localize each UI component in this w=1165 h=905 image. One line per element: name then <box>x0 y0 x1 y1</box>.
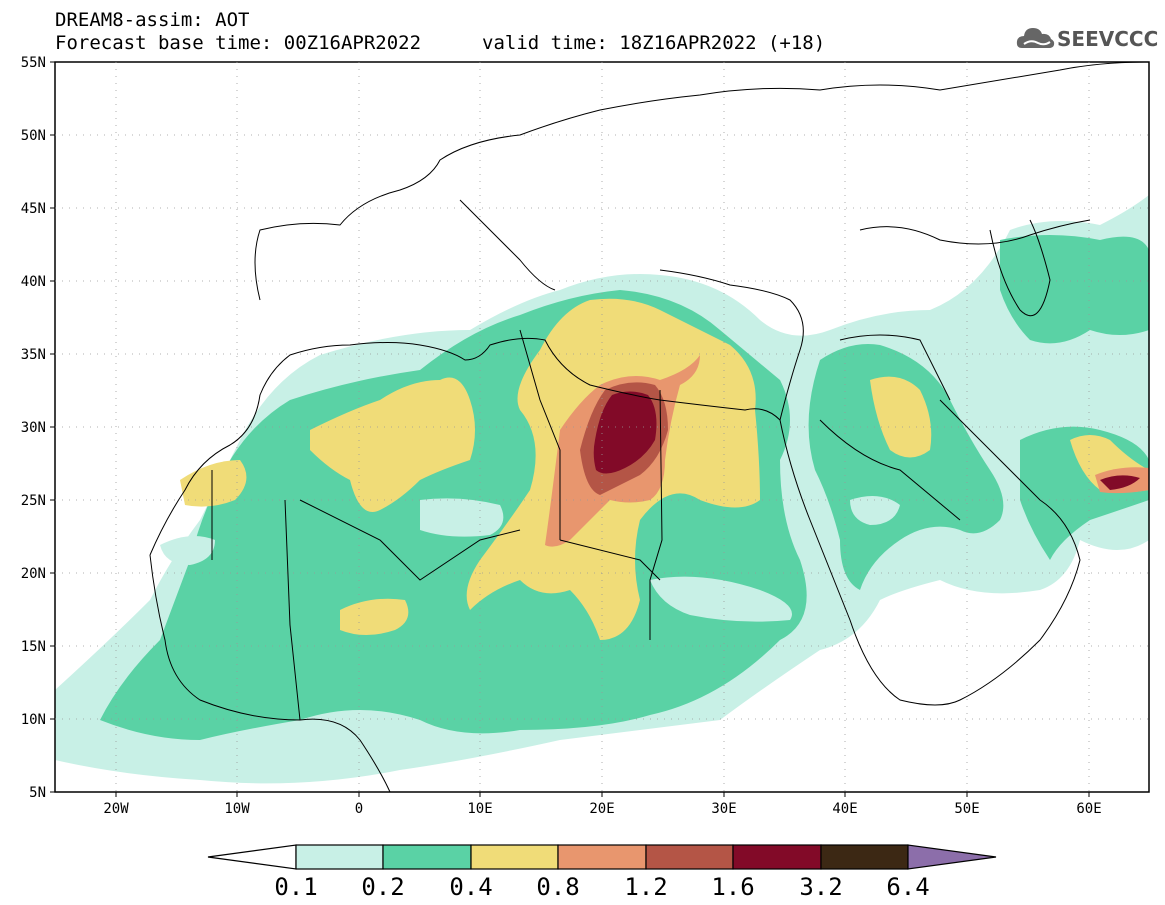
lat-label: 20N <box>21 566 46 582</box>
axis-ticks <box>50 61 1090 797</box>
lat-label: 5N <box>29 785 46 801</box>
lon-labels: 20W 10W 0 10E 20E 30E 40E 50E 60E <box>103 801 1101 817</box>
colorbar-label: 3.2 <box>799 873 842 901</box>
colorbar-labels: 0.1 0.2 0.4 0.8 1.2 1.6 3.2 6.4 <box>274 873 929 901</box>
colorbar-swatch <box>820 844 909 870</box>
seevccc-logo <box>1016 24 1156 54</box>
colorbar-swatch <box>645 844 734 870</box>
lon-label: 20E <box>589 801 614 817</box>
colorbar-label: 0.1 <box>274 873 317 901</box>
colorbar-label: 0.8 <box>536 873 579 901</box>
lat-label: 35N <box>21 347 46 363</box>
coastlines <box>149 62 1149 792</box>
colorbar-arrow-right <box>907 844 997 870</box>
title-product: DREAM8-assim: AOT <box>55 9 250 31</box>
lon-label: 10E <box>467 801 492 817</box>
lat-label: 10N <box>21 712 46 728</box>
colorbar-swatch <box>557 844 647 870</box>
lat-label: 45N <box>21 201 46 217</box>
lon-label: 30E <box>711 801 736 817</box>
colorbar-label: 1.2 <box>624 873 667 901</box>
lon-label: 50E <box>954 801 979 817</box>
lon-label: 20W <box>103 801 129 817</box>
lat-label: 50N <box>21 128 46 144</box>
title-base-time: Forecast base time: 00Z16APR2022 <box>55 32 422 54</box>
lat-labels: 55N 50N 45N 40N 35N 30N 25N 20N 15N 10N … <box>21 55 46 801</box>
colorbar-swatch <box>732 844 822 870</box>
title-valid-time: valid time: 18Z16APR2022 (+18) <box>482 32 826 54</box>
lat-label: 30N <box>21 420 46 436</box>
colorbar-label: 0.2 <box>361 873 404 901</box>
lat-label: 40N <box>21 274 46 290</box>
colorbar-swatch <box>470 844 559 870</box>
colorbar <box>207 844 997 870</box>
lon-label: 60E <box>1076 801 1101 817</box>
lon-label: 10W <box>224 801 250 817</box>
colorbar-arrow-left <box>207 844 297 870</box>
lat-label: 55N <box>21 55 46 71</box>
aot-field <box>55 195 1149 784</box>
colorbar-label: 0.4 <box>449 873 492 901</box>
lat-label: 15N <box>21 639 46 655</box>
colorbar-swatch <box>382 844 472 870</box>
lon-label: 40E <box>832 801 857 817</box>
colorbar-label: 6.4 <box>886 873 929 901</box>
colorbar-label: 1.6 <box>711 873 754 901</box>
lon-label: 0 <box>355 801 363 817</box>
colorbar-swatch <box>295 844 384 870</box>
lat-label: 25N <box>21 493 46 509</box>
cloud-icon <box>1016 28 1055 48</box>
logo-text: SEEVCCC <box>1057 27 1159 51</box>
